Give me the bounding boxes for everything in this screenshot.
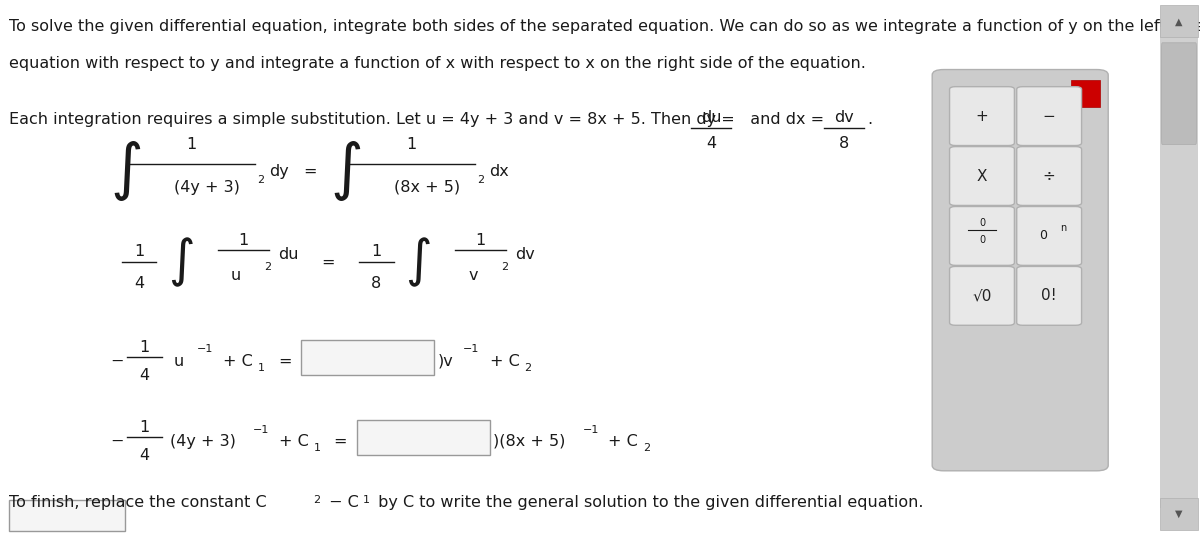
Text: + C: + C [608, 434, 637, 449]
FancyBboxPatch shape [1016, 147, 1081, 205]
FancyBboxPatch shape [932, 70, 1109, 471]
Text: n: n [1060, 223, 1066, 233]
Text: 0: 0 [979, 218, 985, 227]
Text: 2: 2 [264, 262, 271, 272]
Text: 1: 1 [362, 495, 370, 505]
Text: $\int$: $\int$ [110, 139, 142, 203]
Text: equation with respect to y and integrate a function of x with respect to x on th: equation with respect to y and integrate… [10, 56, 866, 71]
Text: 8: 8 [371, 276, 382, 291]
Text: 4: 4 [134, 276, 144, 291]
Text: 1: 1 [475, 233, 486, 248]
FancyBboxPatch shape [301, 340, 434, 374]
Text: −1: −1 [463, 345, 480, 354]
Text: 1: 1 [139, 340, 150, 355]
Text: (4y + 3): (4y + 3) [170, 434, 236, 449]
Text: 1: 1 [186, 137, 196, 152]
FancyBboxPatch shape [1072, 80, 1100, 107]
Text: dv: dv [515, 247, 535, 262]
Text: ÷: ÷ [1043, 169, 1056, 184]
Text: 0!: 0! [1042, 288, 1057, 303]
Text: du: du [278, 247, 299, 262]
FancyBboxPatch shape [1160, 27, 1198, 508]
Text: 2: 2 [524, 363, 532, 372]
Text: )(8x + 5): )(8x + 5) [493, 434, 565, 449]
FancyBboxPatch shape [1160, 498, 1198, 530]
Text: $\int$: $\int$ [406, 235, 431, 289]
Text: 0: 0 [979, 235, 985, 245]
FancyBboxPatch shape [949, 207, 1014, 265]
Text: v: v [469, 268, 479, 282]
FancyBboxPatch shape [1016, 207, 1081, 265]
Text: 2: 2 [502, 262, 509, 272]
Text: by C to write the general solution to the given differential equation.: by C to write the general solution to th… [373, 495, 923, 510]
Text: dx: dx [488, 164, 509, 179]
Text: (4y + 3): (4y + 3) [174, 180, 240, 195]
Text: 8: 8 [839, 136, 850, 151]
Text: Each integration requires a simple substitution. Let u = 4y + 3 and v = 8x + 5. : Each integration requires a simple subst… [10, 112, 736, 127]
Text: + C: + C [280, 434, 308, 449]
Text: $\int$: $\int$ [330, 139, 361, 203]
Text: u: u [174, 354, 184, 369]
FancyBboxPatch shape [949, 87, 1014, 146]
Text: ▲: ▲ [1175, 17, 1183, 26]
FancyBboxPatch shape [1016, 266, 1081, 325]
FancyBboxPatch shape [949, 266, 1014, 325]
Text: 1: 1 [371, 244, 382, 259]
Text: 2: 2 [313, 495, 319, 505]
Text: )v: )v [438, 354, 454, 369]
Text: 1: 1 [134, 244, 144, 259]
Text: + C: + C [490, 354, 520, 369]
Text: −: − [110, 354, 124, 369]
Text: To finish, replace the constant C: To finish, replace the constant C [10, 495, 266, 510]
Text: 2: 2 [257, 175, 264, 185]
FancyBboxPatch shape [1016, 87, 1081, 146]
Text: 0: 0 [1039, 230, 1048, 242]
Text: 2: 2 [478, 175, 485, 185]
Text: 1: 1 [238, 233, 248, 248]
FancyBboxPatch shape [356, 420, 490, 455]
Text: −1: −1 [252, 425, 269, 434]
Text: $\int$: $\int$ [168, 235, 193, 289]
Text: 4: 4 [139, 368, 150, 383]
Text: X: X [977, 169, 988, 184]
Text: 4: 4 [706, 136, 716, 151]
FancyBboxPatch shape [1162, 43, 1196, 144]
Text: 1: 1 [258, 363, 265, 372]
Text: 1: 1 [314, 443, 320, 453]
Text: − C: − C [324, 495, 359, 510]
Text: −: − [1043, 109, 1056, 124]
Text: 1: 1 [139, 421, 150, 435]
FancyBboxPatch shape [949, 147, 1014, 205]
Text: and dx =: and dx = [740, 112, 824, 127]
Text: ▼: ▼ [1175, 509, 1183, 518]
FancyBboxPatch shape [1160, 5, 1198, 37]
Text: (8x + 5): (8x + 5) [394, 180, 460, 195]
Text: −: − [110, 434, 124, 449]
Text: .: . [868, 112, 872, 127]
Text: √0: √0 [972, 288, 991, 303]
Text: −1: −1 [582, 425, 599, 434]
FancyBboxPatch shape [10, 500, 125, 531]
Text: =: = [278, 354, 292, 369]
Text: + C: + C [223, 354, 253, 369]
Text: dy: dy [269, 164, 288, 179]
Text: u: u [232, 268, 241, 282]
Text: =: = [304, 164, 317, 179]
Text: =: = [320, 255, 335, 270]
Text: =: = [334, 434, 347, 449]
Text: du: du [701, 110, 721, 125]
Text: 2: 2 [643, 443, 650, 453]
Text: +: + [976, 109, 989, 124]
Text: To solve the given differential equation, integrate both sides of the separated : To solve the given differential equation… [10, 19, 1200, 34]
Text: dv: dv [834, 110, 854, 125]
Text: 1: 1 [406, 137, 416, 152]
Text: 4: 4 [139, 448, 150, 463]
Text: −1: −1 [197, 345, 214, 354]
